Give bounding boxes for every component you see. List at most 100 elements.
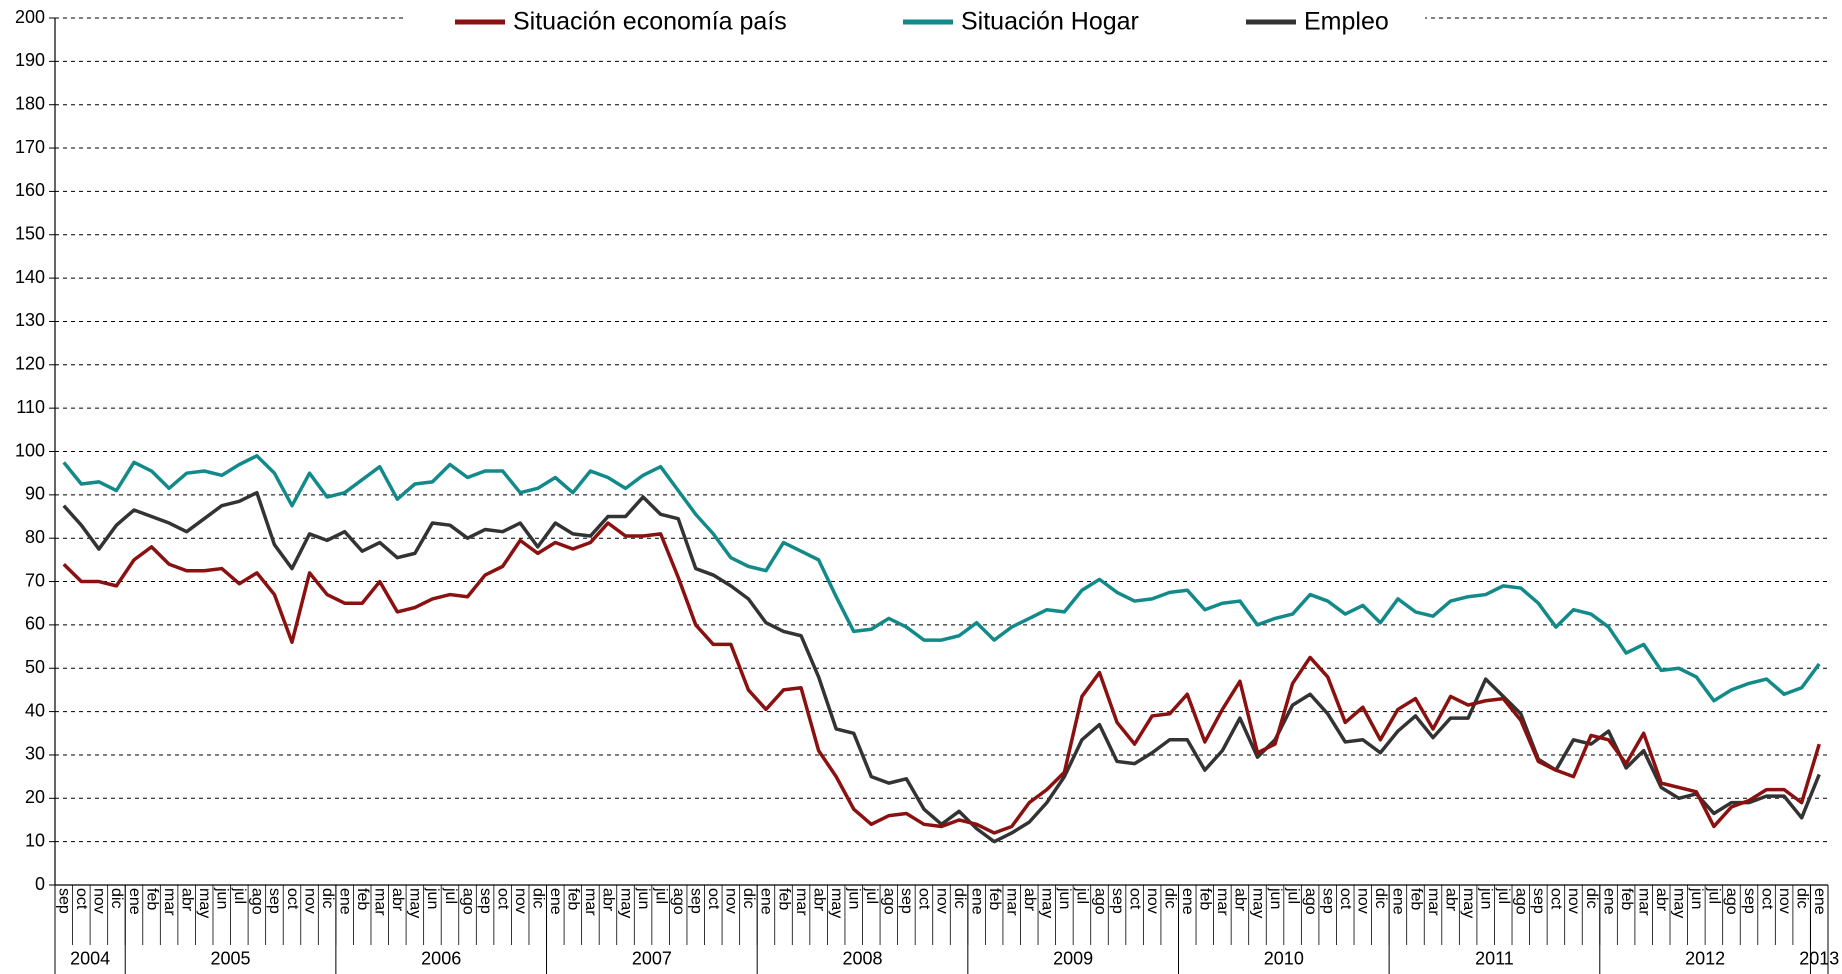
x-tick-label: mar [1635,888,1652,916]
y-tick-label: 120 [15,354,45,374]
x-tick-label: abr [1021,888,1038,912]
year-label: 2004 [70,948,110,968]
y-tick-label: 200 [15,7,45,27]
y-tick-label: 150 [15,224,45,244]
x-tick-label: jul [1074,887,1091,904]
x-tick-label: sep [1741,888,1758,914]
year-label: 2009 [1053,948,1093,968]
x-tick-label: nov [1144,888,1161,914]
y-tick-label: 130 [15,310,45,330]
x-tick-label: ago [1723,888,1740,915]
year-label: 2005 [211,948,251,968]
y-tick-label: 160 [15,180,45,200]
year-label: 2012 [1685,948,1725,968]
x-tick-label: dic [1372,888,1389,908]
x-tick-label: jul [652,887,669,904]
x-tick-label: dic [1161,888,1178,908]
x-tick-label: nov [301,888,318,914]
x-tick-label: may [617,888,634,918]
x-tick-label: abr [810,888,827,912]
x-tick-label: feb [354,888,371,910]
x-tick-label: mar [1003,888,1020,916]
x-tick-label: jun [1688,887,1705,909]
x-tick-label: abr [1232,888,1249,912]
y-tick-label: 170 [15,137,45,157]
x-tick-label: sep [688,888,705,914]
x-tick-label: mar [161,888,178,916]
x-tick-label: mar [582,888,599,916]
x-tick-label: oct [705,888,722,910]
x-tick-label: ago [881,888,898,915]
x-tick-label: feb [1197,888,1214,910]
x-tick-label: nov [1355,888,1372,914]
x-tick-label: jun [1056,887,1073,909]
x-tick-label: oct [1548,888,1565,910]
x-tick-label: feb [1407,888,1424,910]
x-tick-label: jun [845,887,862,909]
x-tick-label: mar [372,888,389,916]
x-tick-label: may [1460,888,1477,918]
x-tick-label: mar [1425,888,1442,916]
x-tick-label: ago [670,888,687,915]
x-tick-label: ene [758,888,775,915]
x-tick-label: ene [1390,888,1407,915]
year-label: 2007 [632,948,672,968]
legend-label: Empleo [1304,8,1389,36]
x-tick-label: ago [1302,888,1319,915]
x-tick-label: dic [951,888,968,908]
x-tick-label: feb [986,888,1003,910]
x-tick-label: sep [266,888,283,914]
series-line [62,490,1821,844]
year-label: 2008 [842,948,882,968]
x-tick-label: ene [1179,888,1196,915]
x-tick-label: may [1039,888,1056,918]
x-tick-label: sep [898,888,915,914]
x-tick-label: dic [740,888,757,908]
x-tick-label: ago [1091,888,1108,915]
x-tick-label: may [1671,888,1688,918]
x-tick-label: ene [968,888,985,915]
x-tick-label: jul [231,887,248,904]
x-tick-label: oct [1126,888,1143,910]
x-tick-label: dic [1793,888,1810,908]
x-tick-label: feb [565,888,582,910]
y-tick-label: 90 [25,484,45,504]
x-tick-label: ene [547,888,564,915]
x-tick-label: sep [1530,888,1547,914]
x-tick-label: jul [442,887,459,904]
x-tick-label: jun [214,887,231,909]
x-tick-label: oct [1758,888,1775,910]
x-tick-label: dic [108,888,125,908]
x-tick-label: nov [512,888,529,914]
x-tick-label: oct [494,888,511,910]
x-tick-label: oct [284,888,301,910]
x-tick-label: mar [793,888,810,916]
x-tick-label: dic [530,888,547,908]
year-label: 2006 [421,948,461,968]
year-label: 2013 [1799,948,1839,968]
y-tick-label: 50 [25,657,45,677]
x-tick-label: ago [1513,888,1530,915]
x-tick-label: ene [336,888,353,915]
x-tick-label: ene [1811,888,1828,915]
x-tick-label: nov [1565,888,1582,914]
year-label: 2011 [1475,948,1514,968]
y-tick-label: 180 [15,93,45,113]
x-tick-label: jun [1267,887,1284,909]
x-tick-label: mar [1214,888,1231,916]
x-tick-label: oct [1337,888,1354,910]
x-tick-label: jun [424,887,441,909]
series-line [62,521,1821,835]
x-tick-label: sep [1319,888,1336,914]
y-tick-label: 190 [15,50,45,70]
x-tick-label: jul [1706,887,1723,904]
x-tick-label: nov [933,888,950,914]
y-tick-label: 80 [25,527,45,547]
x-tick-label: nov [1776,888,1793,914]
x-tick-label: ago [249,888,266,915]
y-tick-label: 60 [25,614,45,634]
x-tick-label: ene [1600,888,1617,915]
x-tick-label: sep [56,888,73,914]
x-tick-label: jul [1284,887,1301,904]
y-tick-label: 10 [25,830,45,850]
